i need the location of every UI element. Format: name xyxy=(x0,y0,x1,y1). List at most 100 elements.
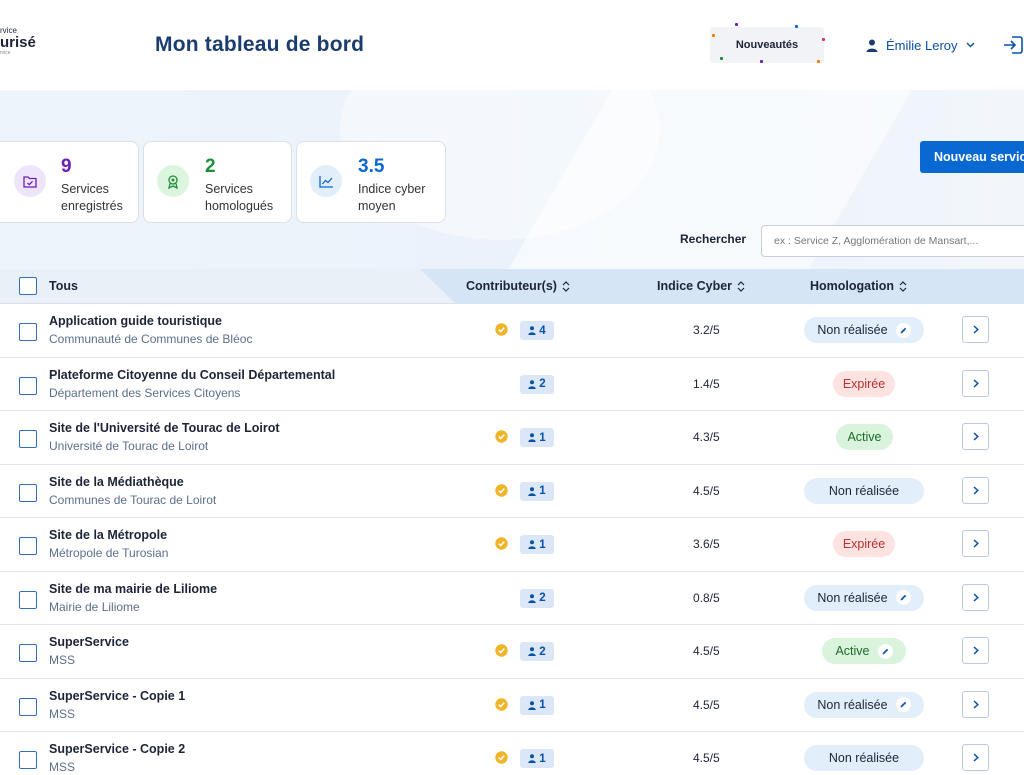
table-row[interactable]: SuperService - Copie 1 MSS 1 4.5/5 Non réali… xyxy=(0,678,1024,732)
row-checkbox[interactable] xyxy=(19,644,37,662)
table-row[interactable]: Plateforme Citoyenne du Conseil Départem… xyxy=(0,357,1024,411)
service-name[interactable]: SuperService xyxy=(49,635,129,649)
stat-label: Services homologués xyxy=(205,181,273,215)
contributors-count-value: 2 xyxy=(539,645,546,658)
chevron-right-icon xyxy=(972,592,979,602)
chevron-right-icon xyxy=(972,485,979,495)
contributors-count[interactable]: 2 xyxy=(520,374,554,394)
contributors-count[interactable]: 1 xyxy=(520,481,554,501)
homologation-status-badge[interactable]: Non réalisée xyxy=(804,691,924,718)
logout-icon[interactable] xyxy=(1003,34,1024,56)
table-row[interactable]: SuperService MSS 2 4.5/5 Active xyxy=(0,625,1024,679)
sort-icon xyxy=(899,280,907,292)
homologation-status-label: Non réalisée xyxy=(817,697,888,712)
service-name[interactable]: Site de la Médiathèque xyxy=(49,474,184,489)
row-checkbox[interactable] xyxy=(19,590,37,609)
column-homologation-label: Homologation xyxy=(810,279,895,293)
user-menu[interactable]: Émilie Leroy xyxy=(866,36,975,54)
cyber-index-value: 4.5/5 xyxy=(693,697,720,712)
owner-badge-icon xyxy=(495,537,508,550)
logo[interactable]: rvice urisé rvice xyxy=(0,26,40,56)
service-name[interactable]: SuperService - Copie 2 xyxy=(49,742,186,756)
stat-label: Indice cyber moyen xyxy=(358,181,425,215)
table-row[interactable]: SuperService - Copie 2 MSS 1 4.5/5 Non réali… xyxy=(0,732,1024,775)
row-checkbox[interactable] xyxy=(19,751,37,769)
column-contributors-label: Contributeur(s) xyxy=(466,279,557,293)
contributors-count[interactable]: 1 xyxy=(520,695,554,715)
table-row[interactable]: Site de ma mairie de Liliome Mairie de Li… xyxy=(0,571,1024,625)
row-checkbox[interactable] xyxy=(19,483,37,502)
stat-label-line: homologués xyxy=(205,199,274,213)
table-row[interactable]: Application guide touristique Communauté … xyxy=(0,304,1024,358)
service-organization: Mairie de Liliome xyxy=(49,599,140,614)
column-cyber-label: Indice Cyber xyxy=(657,279,733,293)
service-name[interactable]: Site de ma mairie de Liliome xyxy=(49,581,218,596)
service-name[interactable]: Plateforme Citoyenne du Conseil Départem… xyxy=(49,367,336,382)
row-checkbox[interactable] xyxy=(19,537,37,555)
open-service-button[interactable] xyxy=(962,423,989,450)
confetti-decoration xyxy=(795,25,798,28)
contributors-count[interactable]: 2 xyxy=(520,642,554,661)
new-service-button[interactable]: Nouveau service xyxy=(920,141,1024,173)
open-service-button[interactable] xyxy=(962,369,989,397)
header: rvice urisé rvice Mon tableau de bord No… xyxy=(0,0,1024,90)
homologation-status-badge[interactable]: Active xyxy=(822,638,906,664)
open-service-button[interactable] xyxy=(962,637,989,664)
contributors-count[interactable]: 1 xyxy=(520,749,554,768)
row-checkbox[interactable] xyxy=(19,376,37,395)
contributors-count[interactable]: 1 xyxy=(520,428,554,447)
column-contributors[interactable]: Contributeur(s) xyxy=(466,279,570,293)
service-name[interactable]: Site de la Métropole xyxy=(49,528,168,542)
pencil-icon[interactable] xyxy=(877,643,893,659)
row-checkbox[interactable] xyxy=(19,323,37,341)
open-service-button[interactable] xyxy=(962,476,989,504)
contributors-count[interactable]: 4 xyxy=(520,321,554,340)
service-name[interactable]: Site de l'Université de Tourac de Loirot xyxy=(49,421,280,435)
table-row[interactable]: Site de la Métropole Métropole de Turosia… xyxy=(0,518,1024,572)
owner-badge-icon xyxy=(495,483,508,497)
homologation-status-label: Non réalisée xyxy=(817,323,888,337)
chevron-right-icon xyxy=(972,646,979,655)
service-organization: Métropole de Turosian xyxy=(49,546,169,560)
pencil-icon[interactable] xyxy=(895,322,911,338)
contributors-count-value: 4 xyxy=(539,324,546,337)
user-name: Émilie Leroy xyxy=(886,37,958,53)
chevron-right-icon xyxy=(972,753,979,762)
select-all-checkbox[interactable] xyxy=(19,277,37,295)
contributors-count[interactable]: 1 xyxy=(520,535,554,554)
service-name[interactable]: SuperService - Copie 1 xyxy=(49,688,186,703)
contributors-count-value: 1 xyxy=(539,485,546,497)
stat-label-line: Services xyxy=(61,182,109,196)
homologation-status-badge[interactable]: Non réalisée xyxy=(804,584,924,611)
cyber-index-value: 4.5/5 xyxy=(693,644,720,658)
homologation-status-label: Expirée xyxy=(842,537,886,551)
homologation-status-badge[interactable]: Non réalisée xyxy=(804,317,924,343)
row-checkbox[interactable] xyxy=(19,430,37,448)
column-all-label: Tous xyxy=(49,279,78,293)
open-service-button[interactable] xyxy=(962,530,989,557)
cyber-index-value: 3.6/5 xyxy=(693,537,720,551)
homologation-status-badge: Active xyxy=(836,424,893,450)
service-organization: Communes de Tourac de Loirot xyxy=(49,492,217,507)
open-service-button[interactable] xyxy=(962,744,989,771)
contributors-count[interactable]: 2 xyxy=(520,588,554,608)
user-icon xyxy=(528,540,536,549)
table-row[interactable]: Site de la Médiathèque Communes de Tourac… xyxy=(0,464,1024,518)
contributors-count-value: 1 xyxy=(539,699,546,711)
confetti-decoration xyxy=(735,23,738,26)
open-service-button[interactable] xyxy=(962,583,989,611)
search-input[interactable] xyxy=(761,225,1024,257)
column-all: Tous xyxy=(49,279,78,293)
table-row[interactable]: Site de l'Université de Tourac de Loirot… xyxy=(0,411,1024,465)
homologation-status-label: Non réalisée xyxy=(828,751,900,765)
service-name[interactable]: Application guide touristique xyxy=(49,314,222,328)
row-checkbox[interactable] xyxy=(19,697,37,716)
column-homologation[interactable]: Homologation xyxy=(810,279,907,293)
pencil-icon[interactable] xyxy=(895,697,911,712)
news-button[interactable]: Nouveautés xyxy=(710,27,824,63)
column-cyber-index[interactable]: Indice Cyber xyxy=(657,279,745,293)
open-service-button[interactable] xyxy=(962,316,989,343)
open-service-button[interactable] xyxy=(962,690,989,718)
pencil-icon[interactable] xyxy=(895,590,911,605)
service-organization: Communauté de Communes de Bléoc xyxy=(49,332,253,346)
